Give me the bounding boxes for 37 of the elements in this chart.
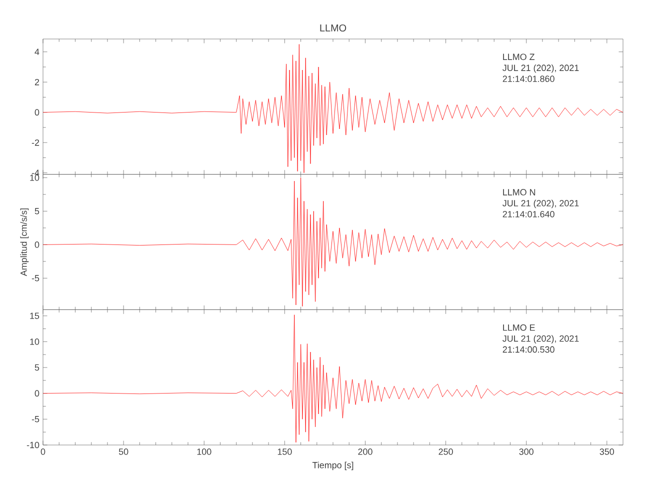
annotation: JUL 21 (202), 2021 [502, 335, 579, 344]
line-series [43, 314, 624, 443]
y-tick-label: 0 [34, 241, 40, 248]
line-series [43, 177, 624, 307]
y-tick-label: -10 [26, 442, 40, 448]
y-tick-label: 10 [30, 338, 40, 345]
x-axis-title: Tiempo [s] [312, 462, 354, 470]
y-tick-label: 2 [34, 78, 40, 86]
y-tick-label: -4 [32, 170, 40, 176]
x-tick-label: 350 [600, 448, 614, 455]
x-tick-label: 250 [438, 448, 453, 455]
y-tick-label: -5 [32, 275, 40, 282]
annotation: LLMO Z [503, 54, 534, 60]
x-tick-label: 200 [358, 448, 372, 455]
y-tick-label: 0 [34, 390, 40, 397]
x-tick-label: 150 [278, 448, 292, 455]
y-tick-label: -2 [32, 139, 40, 146]
x-tick-label: 0 [40, 448, 46, 455]
annotation: LLMO N [503, 189, 536, 196]
annotation: JUL 21 (202), 2021 [502, 200, 579, 208]
y-tick-label: -5 [32, 416, 40, 422]
chart-title: LLMO [320, 24, 346, 32]
y-tick-label: 10 [30, 174, 40, 181]
x-tick-label: 100 [197, 448, 212, 455]
annotation: JUL 21 (202), 2021 [502, 64, 579, 73]
y-tick-label: 5 [34, 364, 40, 371]
y-tick-label: 15 [30, 312, 40, 319]
y-tick-label: 0 [34, 109, 40, 116]
annotation: LLMO E [503, 324, 535, 331]
annotation: 21:14:00.530 [502, 346, 554, 353]
y-axis-title: Amplitud [cm/s/s] [20, 208, 29, 276]
y-tick-label: 5 [34, 208, 40, 214]
annotation: 21:14:01.640 [502, 210, 554, 218]
annotation: 21:14:01.860 [502, 76, 554, 82]
x-tick-label: 50 [118, 448, 128, 455]
x-tick-label: 300 [519, 448, 534, 455]
y-tick-label: 4 [34, 48, 40, 55]
